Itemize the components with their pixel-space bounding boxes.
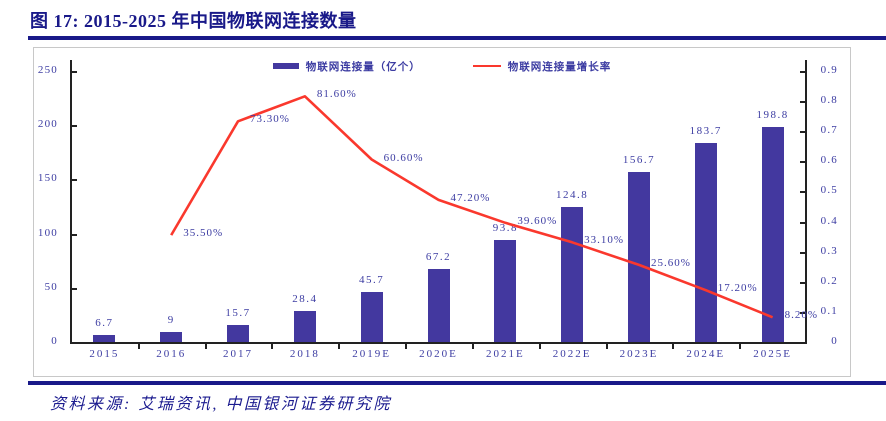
y-tick-label-right: 0.6 <box>820 154 838 167</box>
y-tick-label-left: 250 <box>37 64 58 76</box>
y-tick-right <box>800 131 805 134</box>
legend-label-bar-series: 物联网连接量（亿个） <box>305 61 421 73</box>
y-tick-label-right: 0.3 <box>820 244 838 257</box>
x-tick <box>405 344 408 349</box>
x-tick-label: 2020E <box>419 348 458 360</box>
bar-2015 <box>93 334 116 342</box>
bar-value-label: 45.7 <box>359 274 385 287</box>
y-tick-right <box>800 221 805 224</box>
bar-series-swatch-icon <box>272 63 299 69</box>
rate-value-label: 60.60% <box>383 151 424 164</box>
x-tick <box>538 344 541 349</box>
rate-value-label: 39.60% <box>517 214 558 227</box>
source-divider <box>28 381 886 385</box>
rate-value-label: 73.30% <box>250 113 290 126</box>
rate-value-label: 35.50% <box>183 227 224 240</box>
bar-value-label: 28.4 <box>292 293 318 306</box>
bar-2020E <box>427 269 450 342</box>
y-tick-label-right: 0.5 <box>820 184 838 197</box>
y-tick-label-right: 0.2 <box>820 274 838 287</box>
x-tick <box>204 344 207 349</box>
y-tick-label-left: 150 <box>37 172 58 185</box>
bar-value-label: 124.8 <box>556 188 589 201</box>
y-tick-right <box>800 311 805 314</box>
y-tick-right <box>800 191 805 194</box>
bar-value-label: 67.2 <box>425 251 452 264</box>
rate-value-label: 47.20% <box>450 191 491 204</box>
bar-2018 <box>293 311 316 342</box>
y-tick-left <box>72 233 77 236</box>
x-tick-label: 2025E <box>753 348 792 360</box>
y-tick-label-right: 0.7 <box>820 124 838 137</box>
y-tick-right <box>800 251 805 254</box>
y-tick-label-right: 0.4 <box>820 214 838 227</box>
y-tick-right <box>800 161 805 164</box>
x-tick-label: 2016 <box>156 348 187 360</box>
y-tick-label-left: 0 <box>51 335 58 347</box>
x-tick <box>137 344 140 349</box>
bar-value-label: 15.7 <box>225 306 251 319</box>
x-tick-label: 2017 <box>223 348 254 360</box>
x-tick-label: 2021E <box>485 348 525 360</box>
y-tick-left <box>72 71 77 73</box>
y-tick-label-right: 0.1 <box>820 304 838 317</box>
x-tick-label: 2019E <box>352 348 392 360</box>
rate-value-label: 17.20% <box>717 282 758 295</box>
y-tick-label-left: 50 <box>44 280 58 293</box>
line-series-swatch-icon <box>472 65 501 67</box>
bar-2016 <box>160 332 183 342</box>
rate-value-label: 81.60% <box>316 88 357 101</box>
y-tick-label-left: 100 <box>37 226 58 239</box>
x-axis-line <box>70 342 807 344</box>
x-tick-label: 2015 <box>89 348 120 360</box>
x-tick <box>672 344 675 349</box>
y-tick-label-right: 0.9 <box>820 64 838 76</box>
y-tick-left <box>72 125 77 128</box>
bar-value-label: 198.8 <box>756 108 789 121</box>
y-tick-label-right: 0 <box>831 335 838 347</box>
bar-value-label: 183.7 <box>689 124 722 137</box>
x-tick <box>338 344 341 349</box>
chart-legend: 物联网连接量（亿个） 物联网连接量增长率 <box>33 58 851 74</box>
bar-2017 <box>227 324 250 342</box>
bar-2025E <box>761 126 784 342</box>
y-tick-label-right: 0.8 <box>820 94 838 107</box>
bar-value-label: 6.7 <box>95 316 114 329</box>
rate-value-label: 33.10% <box>584 234 625 247</box>
legend-label-line-series: 物联网连接量增长率 <box>507 61 612 73</box>
source-text: 资料来源: 艾瑞资讯, 中国银河证券研究院 <box>50 396 392 413</box>
bar-value-label: 156.7 <box>622 154 656 167</box>
bar-value-label: 9 <box>167 314 175 327</box>
y-tick-right <box>800 281 805 284</box>
x-tick <box>471 344 474 349</box>
legend-item-bar-series: 物联网连接量（亿个） <box>272 59 421 74</box>
y-tick-right <box>800 71 805 73</box>
x-tick <box>605 344 608 349</box>
bar-2019E <box>360 292 383 342</box>
rate-value-label: 8.20% <box>784 309 818 322</box>
y-tick-right <box>800 101 805 104</box>
y-axis-left <box>70 60 72 344</box>
y-tick-left <box>72 179 77 182</box>
x-tick <box>739 344 742 349</box>
figure-title: 图 17: 2015-2025 年中国物联网连接数量 <box>30 11 357 31</box>
legend-item-line-series: 物联网连接量增长率 <box>472 59 612 74</box>
x-tick <box>271 344 274 349</box>
bar-2021E <box>494 240 517 342</box>
rate-value-label: 25.60% <box>650 256 691 269</box>
y-tick-left <box>72 287 77 290</box>
y-tick-label-left: 200 <box>37 118 58 131</box>
x-tick-label: 2018 <box>289 348 320 360</box>
y-axis-right <box>805 60 807 344</box>
bar-2023E <box>627 172 650 342</box>
x-tick-label: 2024E <box>686 348 726 360</box>
x-tick-label: 2022E <box>552 348 592 360</box>
x-tick-label: 2023E <box>619 348 659 360</box>
title-underline <box>28 36 886 40</box>
